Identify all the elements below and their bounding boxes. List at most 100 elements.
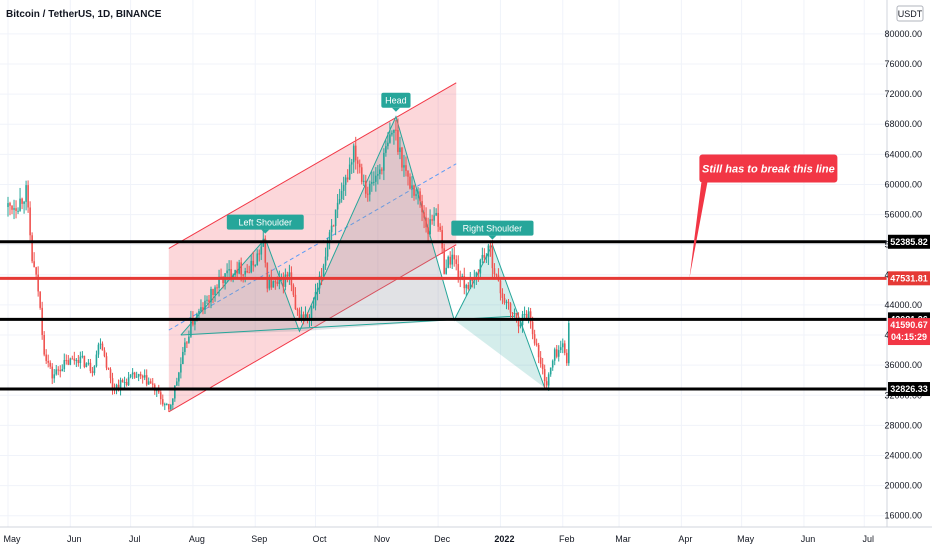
candle: [188, 330, 190, 344]
price-tick-label: 16000.00: [884, 511, 922, 521]
candle: [216, 284, 218, 294]
annotation-callout[interactable]: Still has to break this line: [689, 154, 838, 279]
candle: [256, 249, 259, 266]
candle: [439, 223, 441, 232]
candle: [362, 174, 365, 187]
candle: [411, 176, 413, 198]
price-tick-label: 60000.00: [884, 179, 922, 189]
horizontal-lines[interactable]: [0, 240, 887, 391]
candle: [330, 219, 333, 240]
candle: [387, 132, 389, 150]
candle: [260, 242, 263, 261]
candle: [97, 342, 100, 358]
candle: [539, 351, 542, 368]
candle: [81, 351, 84, 359]
candle: [178, 371, 180, 387]
price-axis-label: 47531.81: [888, 271, 930, 286]
candle: [292, 283, 295, 298]
candle: [377, 165, 379, 185]
candle: [515, 312, 518, 323]
candle: [403, 154, 405, 177]
price-axis-label-text: 47531.81: [890, 273, 928, 283]
candle: [393, 129, 395, 145]
candle: [89, 358, 92, 374]
candle: [278, 270, 281, 290]
candle: [479, 258, 482, 280]
candle: [170, 403, 172, 411]
currency-badge[interactable]: USDT: [896, 5, 924, 22]
candle: [7, 196, 9, 217]
candle: [105, 352, 108, 371]
candle: [15, 200, 17, 219]
candle: [119, 377, 122, 396]
candle: [206, 295, 208, 305]
candle: [517, 312, 520, 334]
candle: [69, 357, 72, 366]
candle: [364, 174, 367, 198]
candle: [202, 302, 204, 315]
candle: [288, 264, 291, 285]
candle: [37, 266, 39, 297]
candle: [407, 170, 409, 186]
pattern-label-text: Left Shoulder: [239, 218, 293, 228]
candle: [449, 251, 451, 269]
candle: [57, 366, 60, 376]
candle: [51, 363, 54, 385]
candle: [443, 243, 445, 275]
candle: [415, 189, 417, 200]
candle: [210, 286, 212, 309]
candle: [123, 376, 126, 389]
candle: [161, 394, 164, 407]
candle: [427, 217, 429, 243]
candle: [17, 207, 19, 215]
candle: [31, 232, 33, 264]
candle: [487, 243, 490, 265]
pattern-label: Left Shoulder: [226, 214, 304, 234]
candle: [23, 200, 25, 214]
time-tick-label: Mar: [615, 534, 631, 544]
pattern-label-text: Right Shoulder: [463, 224, 523, 234]
price-axis-label: 52385.82: [888, 234, 930, 249]
price-axis[interactable]: 80000.00 76000.00 72000.00 68000.00 64000.00…: [884, 29, 922, 521]
pattern-labels: Left Shoulder Head Right Shoulder: [226, 92, 534, 240]
candle: [165, 402, 168, 406]
time-tick-label: May: [3, 534, 21, 544]
candle: [342, 176, 345, 200]
candle: [184, 337, 186, 356]
candle: [85, 362, 88, 368]
pattern-label-text: Head: [385, 96, 407, 106]
candle: [45, 349, 47, 364]
candle: [491, 240, 494, 278]
candle: [296, 307, 299, 316]
candlestick-series: [7, 118, 570, 413]
candle: [499, 278, 502, 301]
time-tick-label: Apr: [678, 534, 692, 544]
candle: [435, 208, 437, 217]
candle: [423, 205, 425, 229]
channel-lower-line: [168, 244, 457, 413]
candle: [399, 136, 401, 160]
candle: [413, 184, 415, 201]
candle: [483, 248, 486, 263]
candle: [39, 291, 41, 310]
time-axis[interactable]: May Jun Jul Aug Sep Oct Nov Dec 2022 Feb Mar Apr May…: [3, 534, 874, 544]
candle: [467, 282, 470, 291]
candle: [495, 273, 498, 278]
candle: [383, 148, 385, 181]
candle: [324, 247, 327, 270]
price-tick-label: 76000.00: [884, 59, 922, 69]
candle: [346, 169, 349, 183]
candle: [519, 320, 522, 329]
left-shoulder-fill: [180, 238, 300, 336]
candle: [200, 299, 202, 312]
candle: [149, 378, 152, 384]
candle: [340, 182, 343, 203]
candle: [79, 351, 82, 369]
candle: [369, 180, 371, 202]
candle: [186, 341, 188, 348]
candle: [252, 251, 255, 272]
candle: [236, 261, 238, 278]
candle: [545, 376, 548, 389]
candle: [391, 130, 393, 137]
